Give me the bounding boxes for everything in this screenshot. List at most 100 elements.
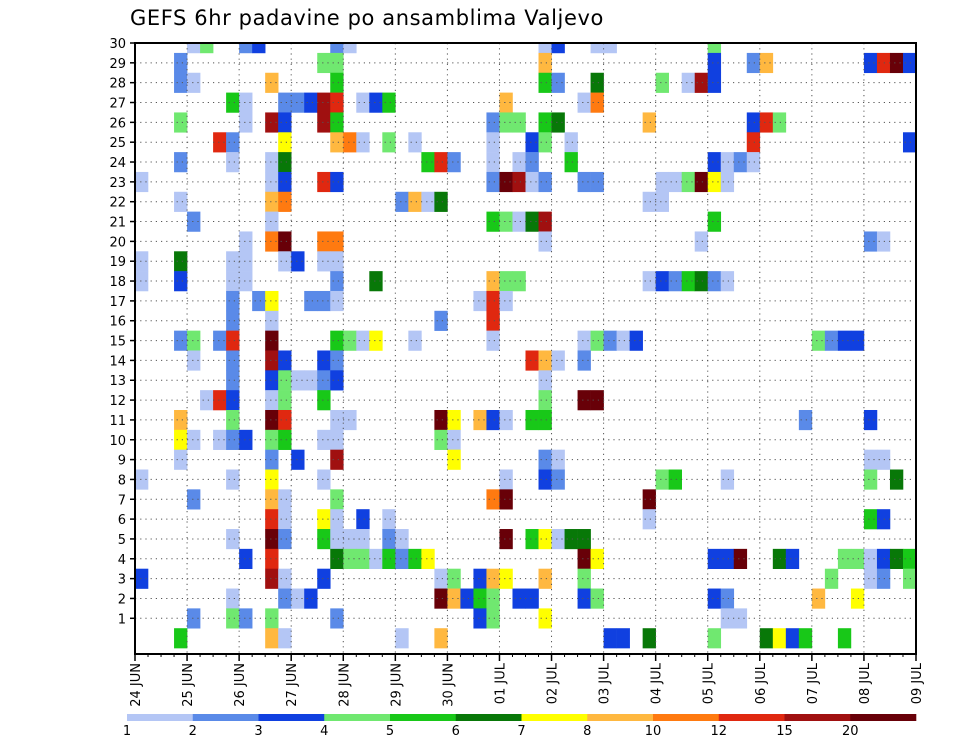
heatmap-cell xyxy=(278,509,292,530)
heatmap-cell xyxy=(278,390,292,411)
heatmap-cell xyxy=(681,72,696,93)
y-tick-label: 11 xyxy=(109,414,126,429)
colorbar-label: 8 xyxy=(583,724,591,739)
y-tick-label: 19 xyxy=(109,255,126,270)
heatmap-cell xyxy=(538,132,552,153)
heatmap-cell xyxy=(252,43,266,54)
ticks-layer: 1234567891011121314151617181920212223242… xyxy=(109,37,925,707)
heatmap-cell xyxy=(525,529,539,550)
x-tick-label: 30 JUN xyxy=(441,663,456,707)
y-tick-label: 8 xyxy=(118,473,126,488)
heatmap-cell xyxy=(356,509,370,530)
heatmap-cell xyxy=(720,469,735,490)
heatmap-cell xyxy=(447,409,461,431)
colorbar-label: 6 xyxy=(452,724,460,739)
heatmap-cell xyxy=(278,409,292,431)
heatmap-cell xyxy=(213,429,227,450)
heatmap-cell xyxy=(434,191,448,212)
heatmap-cell xyxy=(330,43,344,54)
heatmap-cell xyxy=(655,469,669,490)
colorbar-swatch xyxy=(258,714,325,721)
heatmap-cell xyxy=(278,350,292,371)
heatmap-cell xyxy=(330,548,344,569)
y-tick-label: 24 xyxy=(109,156,126,171)
heatmap-cell xyxy=(356,330,370,351)
heatmap-cell xyxy=(473,409,487,431)
heatmap-cell xyxy=(590,171,604,193)
y-tick-label: 13 xyxy=(109,374,126,389)
heatmap-cell xyxy=(278,370,292,391)
heatmap-cell xyxy=(278,568,292,589)
heatmap-cell xyxy=(174,409,188,431)
heatmap-cell xyxy=(265,449,279,470)
y-tick-label: 28 xyxy=(109,77,126,92)
heatmap-cell xyxy=(889,548,904,569)
heatmap-cell xyxy=(876,52,891,74)
heatmap-cell xyxy=(174,429,188,450)
heatmap-cell xyxy=(499,568,513,589)
x-tick-label: 29 JUN xyxy=(389,663,404,707)
heatmap-cell xyxy=(538,449,552,470)
heatmap-cell xyxy=(668,469,682,490)
heatmap-cell xyxy=(577,330,591,351)
heatmap-cell xyxy=(265,152,279,173)
heatmap-cell xyxy=(746,52,761,74)
heatmap-cell xyxy=(486,310,500,331)
heatmap-cell xyxy=(317,290,331,312)
heatmap-cell xyxy=(486,271,500,292)
heatmap-cell xyxy=(356,92,370,113)
y-tick-label: 22 xyxy=(109,196,126,211)
heatmap-cell xyxy=(863,409,878,431)
y-tick-label: 20 xyxy=(109,235,126,250)
heatmap-cell xyxy=(265,370,279,391)
heatmap-cell xyxy=(538,390,552,411)
heatmap-cell xyxy=(213,330,227,351)
heatmap-cell xyxy=(317,251,331,272)
heatmap-cell xyxy=(135,568,149,589)
heatmap-cell xyxy=(174,52,188,74)
colorbar-label: 10 xyxy=(645,724,662,739)
heatmap-cell xyxy=(330,290,344,312)
heatmap-cell xyxy=(434,409,448,431)
heatmap-cell xyxy=(486,290,500,312)
heatmap-cell xyxy=(382,132,396,153)
heatmap-cell xyxy=(512,588,526,609)
heatmap-cell xyxy=(291,370,305,391)
heatmap-cell xyxy=(408,191,422,212)
heatmap-cell xyxy=(278,429,292,450)
heatmap-cell xyxy=(694,72,709,93)
heatmap-cell xyxy=(746,132,761,153)
y-tick-label: 18 xyxy=(109,275,126,290)
y-tick-label: 12 xyxy=(109,394,126,409)
y-tick-label: 2 xyxy=(118,592,126,607)
heatmap-cell xyxy=(265,350,279,371)
heatmap-cell xyxy=(486,132,500,153)
heatmap-cell xyxy=(330,112,344,133)
heatmap-cell xyxy=(187,608,201,629)
heatmap-cell xyxy=(850,588,865,609)
heatmap-cell xyxy=(499,112,513,133)
colorbar-swatch xyxy=(324,714,391,721)
heatmap-cell xyxy=(304,370,318,391)
heatmap-cell xyxy=(226,152,240,173)
heatmap-cell xyxy=(239,271,253,292)
heatmap-cell xyxy=(395,191,409,212)
heatmap-cell xyxy=(837,330,852,351)
heatmap-cell xyxy=(512,171,526,193)
heatmap-cell xyxy=(278,171,292,193)
cells-layer xyxy=(135,43,917,649)
heatmap-cell xyxy=(265,469,279,490)
heatmap-cell xyxy=(551,469,565,490)
heatmap-cell xyxy=(720,152,735,173)
heatmap-cell xyxy=(174,628,188,649)
heatmap-cell xyxy=(551,350,565,371)
heatmap-cell xyxy=(538,112,552,133)
heatmap-cell xyxy=(421,152,435,173)
heatmap-cell xyxy=(811,330,826,351)
heatmap-cell xyxy=(577,529,591,550)
heatmap-cell xyxy=(746,152,761,173)
heatmap-cell xyxy=(590,588,604,609)
heatmap-cell xyxy=(863,509,878,530)
chart-title: GEFS 6hr padavine po ansamblima Valjevo xyxy=(130,6,604,30)
